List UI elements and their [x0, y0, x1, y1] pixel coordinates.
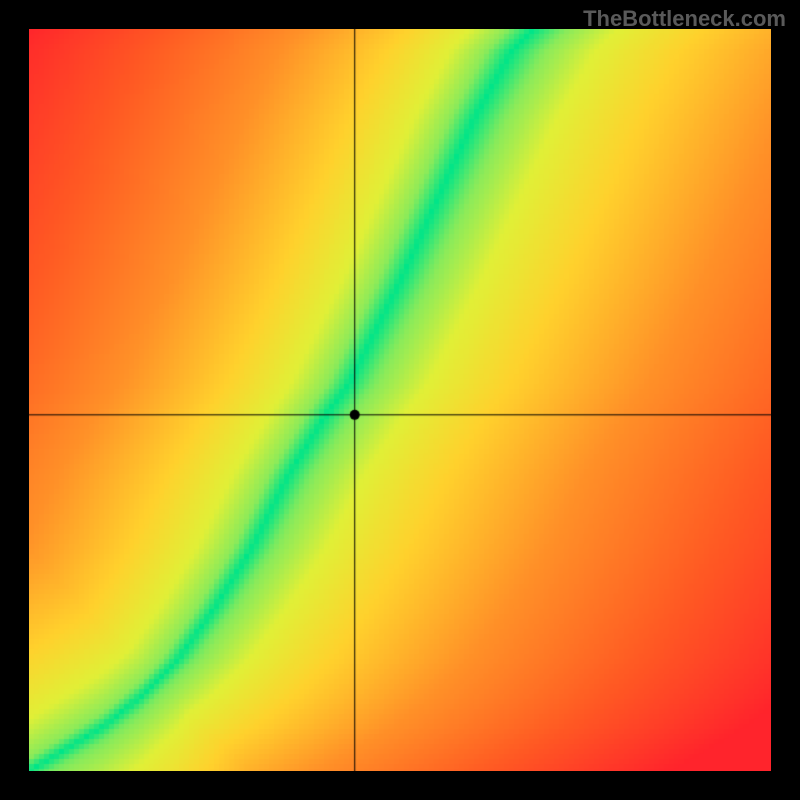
bottleneck-heatmap — [29, 29, 771, 771]
chart-container: TheBottleneck.com — [0, 0, 800, 800]
watermark-text: TheBottleneck.com — [583, 6, 786, 32]
